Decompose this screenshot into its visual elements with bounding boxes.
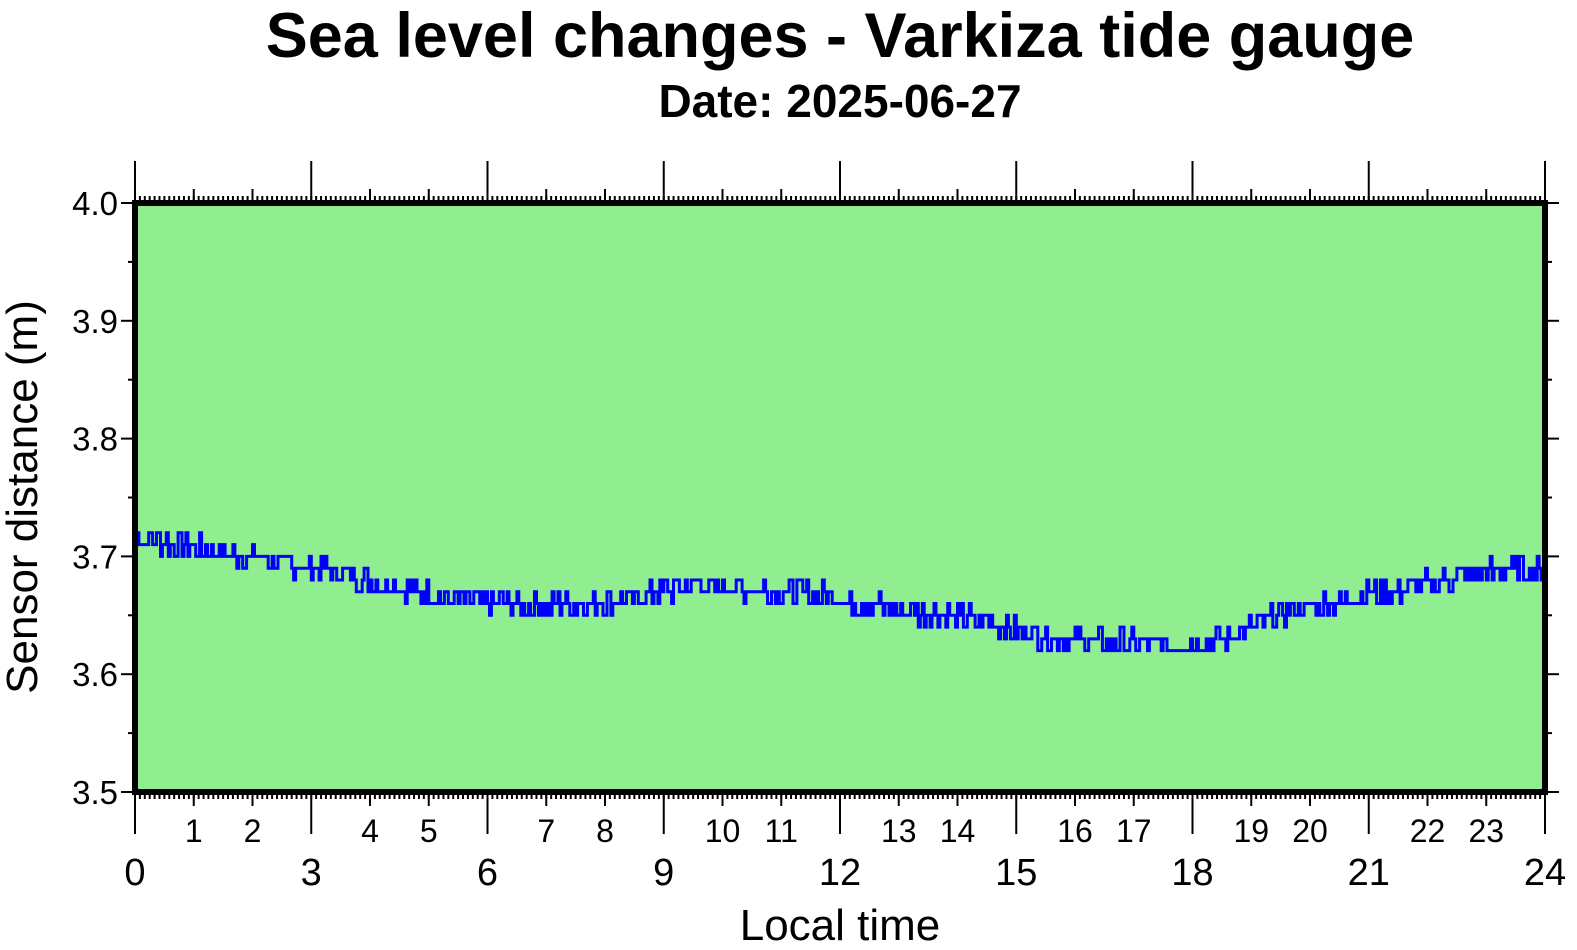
y-tick-label: 3.6: [72, 656, 118, 693]
x-minor-tick-label: 16: [1057, 813, 1093, 849]
x-minor-tick-label: 10: [705, 813, 741, 849]
series-line: [135, 531, 1545, 653]
x-minor-tick-label: 7: [537, 813, 555, 849]
x-major-tick-label: 18: [1171, 852, 1213, 894]
plot-area: [135, 203, 1545, 792]
chart-subtitle: Date: 2025-06-27: [658, 75, 1021, 127]
x-minor-tick-label: 5: [420, 813, 438, 849]
x-axis-labels: 0 3 6 9 12 15 18 21 241 2 4 5 7 8 10 11 13 14 16 17 19 20 22 23: [124, 813, 1566, 894]
x-major-tick-label: 21: [1348, 852, 1390, 894]
x-minor-tick-label: 8: [596, 813, 614, 849]
y-tick-label: 4.0: [72, 185, 118, 222]
x-major-tick-label: 0: [124, 852, 145, 894]
x-minor-tick-label: 20: [1292, 813, 1328, 849]
x-major-tick-label: 15: [995, 852, 1037, 894]
x-minor-tick-label: 23: [1468, 813, 1504, 849]
x-minor-tick-label: 19: [1233, 813, 1269, 849]
x-minor-tick-label: 17: [1116, 813, 1152, 849]
x-minor-tick-label: 1: [185, 813, 203, 849]
x-major-tick-label: 3: [301, 852, 322, 894]
x-axis-title: Local time: [740, 901, 941, 950]
x-minor-tick-label: 13: [881, 813, 917, 849]
y-tick-label: 3.9: [72, 303, 118, 340]
y-tick-label: 3.5: [72, 774, 118, 811]
x-minor-tick-label: 2: [244, 813, 262, 849]
y-axis-labels: 3.5 3.6 3.7 3.8 3.9 4.0: [72, 185, 118, 811]
x-minor-tick-label: 11: [765, 813, 798, 849]
x-minor-tick-label: 4: [361, 813, 379, 849]
chart-title: Sea level changes - Varkiza tide gauge: [266, 1, 1415, 71]
y-tick-label: 3.7: [72, 538, 118, 575]
y-tick-label: 3.8: [72, 421, 118, 458]
x-minor-tick-label: 14: [940, 813, 976, 849]
x-major-tick-label: 9: [653, 852, 674, 894]
y-axis-title: Sensor distance (m): [0, 300, 47, 694]
plot-frame: [132, 200, 1548, 795]
x-minor-tick-label: 22: [1410, 813, 1446, 849]
x-major-tick-label: 6: [477, 852, 498, 894]
x-major-tick-label: 24: [1524, 852, 1566, 894]
x-major-tick-label: 12: [819, 852, 861, 894]
